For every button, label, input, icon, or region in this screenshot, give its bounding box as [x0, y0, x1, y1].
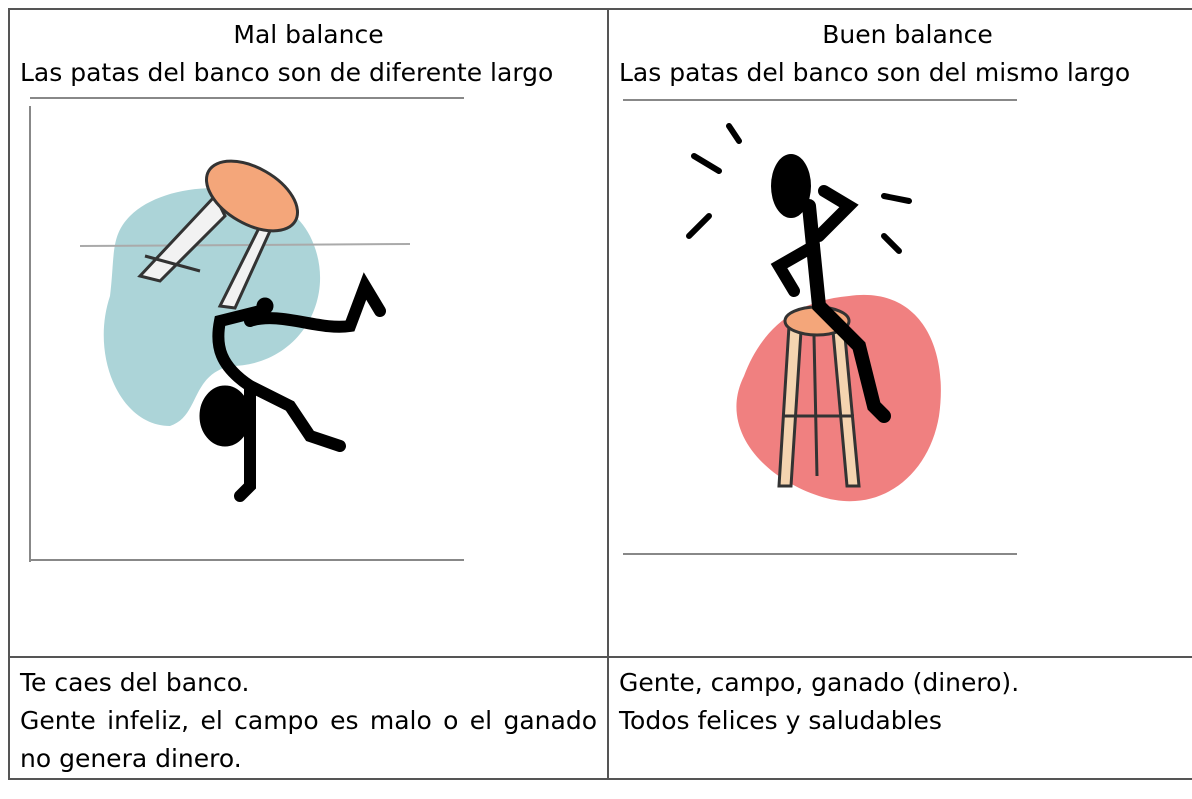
cell: Buen balance Las patas del banco son del… [607, 8, 1192, 658]
row: Te caes del banco. Gente infeliz, el cam… [8, 656, 1192, 780]
cell-line: Gente, campo, ganado (dinero). [619, 668, 1020, 697]
cell-line: Gente infeliz, el campo es malo o el gan… [20, 706, 597, 773]
cell-line: Todos felices y saludables [619, 706, 942, 735]
comparison-table: Mal balance Las patas del banco son de d… [8, 8, 1192, 780]
heading: Mal balance [233, 20, 384, 49]
cell: Gente, campo, ganado (dinero). Todos fel… [607, 656, 1192, 780]
balanced-stool-clipart [623, 99, 1017, 555]
cell-line: Te caes del banco. [20, 668, 250, 697]
falling-stool-clipart [29, 97, 464, 562]
cell-text: Las patas del banco son del mismo largo [619, 58, 1131, 87]
cell: Mal balance Las patas del banco son de d… [8, 8, 609, 658]
cell: Te caes del banco. Gente infeliz, el cam… [8, 656, 609, 780]
heading: Buen balance [822, 20, 993, 49]
cell-text: Las patas del banco son de diferente lar… [20, 58, 554, 87]
row: Mal balance Las patas del banco son de d… [8, 8, 1192, 658]
